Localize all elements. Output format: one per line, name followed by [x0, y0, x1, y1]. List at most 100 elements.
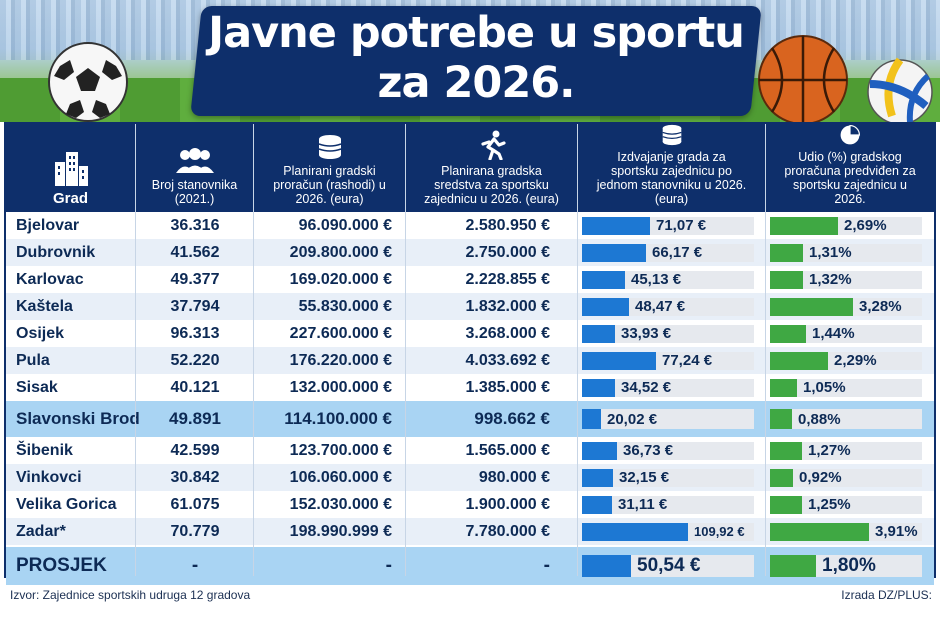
budget-value: 132.000.000 €	[289, 378, 392, 396]
share-bar-track	[770, 352, 922, 370]
population-value: 37.794	[170, 297, 220, 315]
sport-funding-value: 1.385.000 €	[465, 378, 550, 396]
share-bar	[770, 379, 797, 397]
column-divider	[253, 124, 254, 576]
city-name: Dubrovnik	[16, 243, 96, 261]
share-bar	[770, 217, 838, 235]
per-capita-label: 50,54 €	[637, 555, 701, 576]
population-value: 42.599	[170, 441, 220, 459]
per-capita-bar	[582, 244, 646, 262]
sport-funding-value: 2.750.000 €	[465, 243, 550, 261]
population-value: 49.891	[169, 409, 221, 428]
basketball-icon	[758, 35, 848, 122]
header-share: Udio (%) gradskog proračuna predviđen za…	[766, 124, 934, 212]
population-value: 96.313	[170, 324, 220, 342]
share-bar-track	[770, 325, 922, 343]
share-label: 0,92%	[799, 469, 842, 486]
share-bar	[770, 409, 792, 429]
sport-funding-value: 7.780.000 €	[465, 522, 550, 540]
budget-value: 114.100.000 €	[284, 409, 392, 428]
share-label: 1,44%	[812, 325, 855, 342]
per-capita-bar-track	[582, 555, 754, 577]
table-row: Velika Gorica 61.075 152.030.000 € 1.900.00…	[6, 491, 934, 518]
share-bar	[770, 352, 828, 370]
per-capita-bar-track	[582, 442, 754, 460]
per-capita-label: 31,11 €	[618, 496, 668, 513]
data-table: Grad Broj stanovnika (2021.) Planirani g…	[4, 122, 936, 585]
volleyball-icon	[867, 57, 933, 122]
per-capita-label: 66,17 €	[652, 244, 703, 261]
share-bar	[770, 325, 806, 343]
per-capita-bar-track	[582, 352, 754, 370]
per-capita-bar-track	[582, 409, 754, 429]
share-label: 1,27%	[808, 442, 851, 459]
budget-value: 152.030.000 €	[289, 495, 392, 513]
share-bar	[770, 442, 802, 460]
sport-funding-value: 1.900.000 €	[465, 495, 550, 513]
sport-funding-value: 2.228.855 €	[465, 270, 550, 288]
header-sport-label: Planirana gradska sredstva za sportsku z…	[424, 164, 559, 206]
share-label: 1,80%	[822, 555, 876, 576]
coins-icon	[318, 135, 341, 159]
share-bar	[770, 523, 869, 541]
city-name: Kaštela	[16, 297, 73, 315]
city-name: Velika Gorica	[16, 495, 117, 513]
budget-value: -	[385, 555, 392, 576]
per-capita-bar	[582, 352, 656, 370]
per-capita-bar-track	[582, 244, 754, 262]
per-capita-bar-track	[582, 469, 754, 487]
per-capita-label: 48,47 €	[635, 298, 686, 315]
runner-icon	[480, 130, 506, 160]
share-bar-track	[770, 469, 922, 487]
per-capita-bar	[582, 379, 615, 397]
per-capita-bar	[582, 555, 631, 577]
share-bar-track	[770, 496, 922, 514]
title-line-1: Javne potrebe u sportu	[208, 8, 745, 58]
city-name: Vinkovci	[16, 468, 82, 486]
per-capita-bar-track	[582, 271, 754, 289]
per-capita-label: 20,02 €	[607, 410, 658, 428]
share-bar-track	[770, 409, 922, 429]
header-population: Broj stanovnika (2021.)	[136, 124, 254, 212]
share-bar	[770, 298, 853, 316]
budget-value: 55.830.000 €	[298, 297, 392, 315]
population-value: 61.075	[170, 495, 220, 513]
per-capita-label: 45,13 €	[631, 271, 682, 288]
share-bar	[770, 244, 803, 262]
per-capita-bar	[582, 409, 601, 429]
budget-value: 96.090.000 €	[298, 216, 392, 234]
buildings-icon	[54, 152, 88, 186]
per-capita-bar	[582, 442, 617, 460]
per-capita-label: 33,93 €	[621, 325, 672, 342]
sport-funding-value: -	[543, 555, 550, 576]
per-capita-bar	[582, 325, 615, 343]
population-value: 49.377	[170, 270, 220, 288]
source-note: Izvor: Zajednice sportskih udruga 12 gra…	[10, 588, 251, 602]
column-divider	[765, 124, 766, 576]
per-capita-bar	[582, 496, 612, 514]
city-name: Sisak	[16, 378, 58, 396]
share-bar-track	[770, 217, 922, 235]
per-capita-label: 34,52 €	[621, 379, 672, 396]
sport-funding-value: 980.000 €	[478, 468, 550, 486]
budget-value: 227.600.000 €	[289, 324, 392, 342]
header-city-label: Grad	[52, 190, 88, 207]
header-city: Grad	[6, 124, 136, 212]
city-name: Pula	[16, 351, 50, 369]
table-row: Karlovac 49.377 169.020.000 € 2.228.855 € 45…	[6, 266, 934, 293]
share-label: 1,31%	[809, 244, 852, 261]
sport-funding-value: 1.565.000 €	[465, 441, 550, 459]
per-capita-bar-track	[582, 325, 754, 343]
city-name: Osijek	[16, 324, 65, 342]
table-row: Bjelovar 36.316 96.090.000 € 2.580.950 € 71,…	[6, 212, 934, 239]
budget-value: 209.800.000 €	[289, 243, 392, 261]
table-row: Šibenik 42.599 123.700.000 € 1.565.000 € 36,…	[6, 437, 934, 464]
table-row: Slavonski Brod 49.891 114.100.000 € 998.662…	[6, 401, 934, 437]
budget-value: 198.990.999 €	[289, 522, 392, 540]
average-row: PROSJEK - - - 50,54 € 1,80%	[6, 547, 934, 585]
header-budget-label: Planirani gradski proračun (rashodi) u 2…	[273, 164, 386, 206]
population-value: 70.779	[170, 522, 220, 540]
per-capita-label: 32,15 €	[619, 469, 670, 486]
budget-value: 176.220.000 €	[289, 351, 392, 369]
share-bar-track	[770, 271, 922, 289]
